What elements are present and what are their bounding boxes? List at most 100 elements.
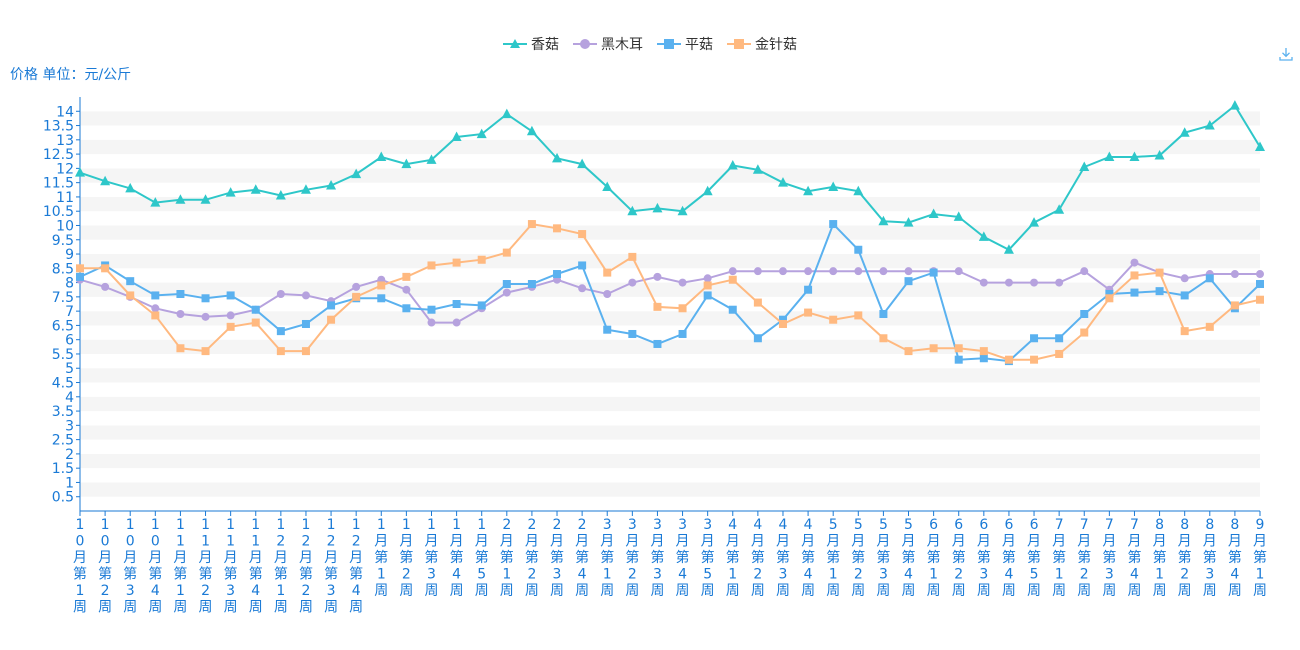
data-point[interactable]: [1229, 100, 1240, 110]
data-point[interactable]: [176, 344, 185, 353]
data-point[interactable]: [301, 319, 310, 328]
data-point[interactable]: [226, 291, 235, 300]
data-point[interactable]: [452, 258, 461, 267]
data-point[interactable]: [778, 319, 787, 328]
data-point[interactable]: [953, 211, 964, 221]
data-point[interactable]: [1154, 150, 1165, 160]
data-point[interactable]: [628, 278, 637, 287]
data-point[interactable]: [978, 231, 989, 241]
data-point[interactable]: [1155, 287, 1164, 296]
data-point[interactable]: [1180, 274, 1189, 283]
data-point[interactable]: [804, 285, 813, 294]
data-point[interactable]: [804, 267, 813, 276]
data-point[interactable]: [653, 272, 662, 281]
data-point[interactable]: [76, 264, 84, 273]
data-point[interactable]: [1204, 120, 1215, 130]
data-point[interactable]: [1130, 288, 1139, 297]
data-point[interactable]: [1003, 244, 1014, 254]
data-point[interactable]: [728, 267, 737, 276]
data-point[interactable]: [1179, 127, 1190, 137]
data-point[interactable]: [678, 278, 687, 287]
data-point[interactable]: [1230, 270, 1239, 279]
data-point[interactable]: [101, 282, 110, 291]
data-point[interactable]: [753, 298, 762, 307]
data-point[interactable]: [452, 300, 461, 308]
data-point[interactable]: [1080, 309, 1089, 318]
data-point[interactable]: [828, 181, 839, 191]
data-point[interactable]: [878, 215, 889, 226]
data-point[interactable]: [778, 315, 787, 324]
data-point[interactable]: [150, 197, 161, 207]
data-point[interactable]: [301, 347, 310, 356]
data-point[interactable]: [653, 339, 662, 348]
data-point[interactable]: [175, 194, 186, 204]
data-point[interactable]: [201, 294, 210, 303]
data-point[interactable]: [276, 347, 285, 356]
data-point[interactable]: [125, 182, 136, 193]
data-point[interactable]: [451, 131, 462, 141]
data-point[interactable]: [929, 268, 938, 277]
data-point[interactable]: [427, 318, 436, 327]
data-point[interactable]: [377, 281, 386, 290]
data-point[interactable]: [427, 261, 436, 270]
data-point[interactable]: [854, 267, 863, 276]
data-point[interactable]: [703, 291, 712, 300]
data-point[interactable]: [703, 281, 712, 290]
data-point[interactable]: [100, 175, 111, 186]
data-point[interactable]: [427, 305, 436, 314]
data-point[interactable]: [904, 347, 913, 356]
data-point[interactable]: [879, 334, 888, 343]
data-point[interactable]: [502, 248, 511, 257]
data-point[interactable]: [552, 152, 563, 163]
data-point[interactable]: [979, 354, 988, 363]
data-point[interactable]: [1004, 278, 1013, 287]
data-point[interactable]: [979, 347, 988, 356]
data-point[interactable]: [176, 309, 185, 318]
legend-item[interactable]: 平菇: [657, 34, 713, 54]
data-point[interactable]: [677, 205, 688, 216]
data-point[interactable]: [578, 230, 587, 239]
data-point[interactable]: [327, 301, 336, 310]
data-point[interactable]: [126, 277, 135, 286]
data-point[interactable]: [501, 108, 512, 119]
data-point[interactable]: [1256, 295, 1264, 304]
data-point[interactable]: [1130, 258, 1139, 267]
data-point[interactable]: [1080, 267, 1089, 276]
data-point[interactable]: [250, 184, 261, 194]
data-point[interactable]: [327, 315, 336, 324]
data-point[interactable]: [904, 267, 913, 276]
data-point[interactable]: [176, 290, 185, 299]
data-point[interactable]: [1030, 355, 1039, 364]
data-point[interactable]: [402, 285, 411, 294]
data-point[interactable]: [727, 160, 738, 170]
data-point[interactable]: [577, 158, 588, 169]
data-point[interactable]: [251, 305, 260, 314]
data-point[interactable]: [628, 252, 637, 261]
data-point[interactable]: [1230, 301, 1239, 310]
data-point[interactable]: [903, 217, 914, 227]
data-point[interactable]: [602, 181, 613, 191]
data-point[interactable]: [829, 220, 838, 229]
data-point[interactable]: [1054, 204, 1065, 214]
data-point[interactable]: [627, 205, 638, 216]
data-point[interactable]: [151, 291, 160, 300]
data-point[interactable]: [1205, 274, 1214, 283]
data-point[interactable]: [276, 327, 285, 336]
data-point[interactable]: [553, 270, 562, 279]
data-point[interactable]: [702, 185, 713, 196]
data-point[interactable]: [578, 261, 587, 270]
data-point[interactable]: [477, 255, 486, 264]
data-point[interactable]: [76, 272, 84, 281]
data-point[interactable]: [1180, 291, 1189, 300]
data-point[interactable]: [426, 154, 437, 164]
data-point[interactable]: [879, 267, 888, 276]
data-point[interactable]: [904, 277, 913, 286]
data-point[interactable]: [300, 184, 311, 194]
data-point[interactable]: [929, 344, 938, 353]
data-point[interactable]: [201, 312, 210, 321]
data-point[interactable]: [200, 194, 211, 204]
data-point[interactable]: [1055, 349, 1064, 358]
data-point[interactable]: [853, 185, 864, 196]
data-point[interactable]: [1104, 151, 1115, 161]
legend-item[interactable]: 香菇: [503, 34, 559, 54]
